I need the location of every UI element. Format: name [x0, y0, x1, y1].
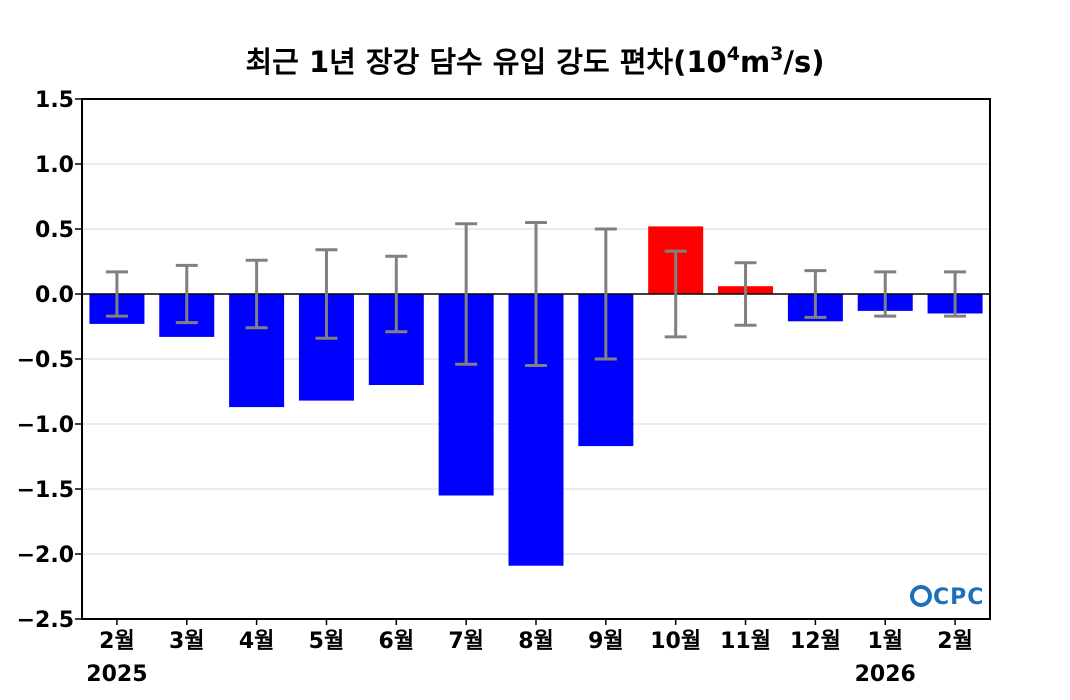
- x-tick-label: 8월: [518, 629, 554, 654]
- x-tick-label: 10월: [650, 629, 701, 654]
- error-bar: [315, 248, 338, 340]
- x-tick-label: 11월: [720, 629, 771, 654]
- error-bar: [804, 269, 827, 319]
- error-bar: [525, 221, 547, 367]
- x-tick-label: 4월: [239, 629, 275, 654]
- error-bar: [594, 227, 617, 361]
- error-bar: [105, 270, 128, 318]
- error-bar: [734, 261, 757, 327]
- error-bar: [944, 270, 967, 318]
- x-tick-label: 5월: [309, 629, 345, 654]
- cpc-logo: CPC: [910, 585, 984, 610]
- error-bar: [175, 263, 198, 325]
- y-tick-label: 1.5: [35, 88, 74, 113]
- y-tick-label: −1.5: [17, 478, 74, 503]
- error-bars: [105, 221, 967, 367]
- year-label: 2026: [855, 662, 916, 687]
- y-axis: −2.5 −2.0 −1.5 −1.0 −0.5 0.0 0.5 1.0 1.5: [17, 88, 82, 633]
- year-label: 2025: [86, 662, 147, 687]
- y-tick-label: 0.5: [35, 218, 74, 243]
- bars: [89, 226, 983, 566]
- cpc-logo-text: CPC: [933, 585, 984, 610]
- y-tick-label: −0.5: [17, 348, 74, 373]
- x-tick-label: 6월: [379, 629, 415, 654]
- y-tick-label: −2.5: [17, 608, 74, 633]
- x-axis: 2월 3월 4월 5월 6월 7월 8월 9월 10월 11월 12월 1월 2월 2025 2026: [86, 619, 973, 687]
- x-tick-label: 9월: [588, 629, 624, 654]
- error-bar: [245, 258, 268, 330]
- y-tick-label: −1.0: [17, 413, 74, 438]
- x-tick-label: 2월: [937, 629, 973, 654]
- x-tick-label: 2월: [99, 629, 135, 654]
- x-tick-label: 1월: [867, 629, 903, 654]
- x-tick-label: 7월: [448, 629, 484, 654]
- error-bar: [455, 222, 478, 366]
- error-bar: [385, 254, 408, 334]
- y-tick-label: 0.0: [35, 283, 74, 308]
- error-bar: [874, 270, 897, 318]
- cpc-logo-icon: [910, 585, 932, 607]
- chart-title: 최근 1년 장강 담수 유입 강도 편차(104m3/s): [245, 43, 824, 79]
- x-tick-label: 3월: [169, 629, 205, 654]
- error-bar: [664, 249, 687, 339]
- x-tick-label: 12월: [790, 629, 841, 654]
- y-tick-label: −2.0: [17, 543, 74, 568]
- y-tick-label: 1.0: [35, 153, 74, 178]
